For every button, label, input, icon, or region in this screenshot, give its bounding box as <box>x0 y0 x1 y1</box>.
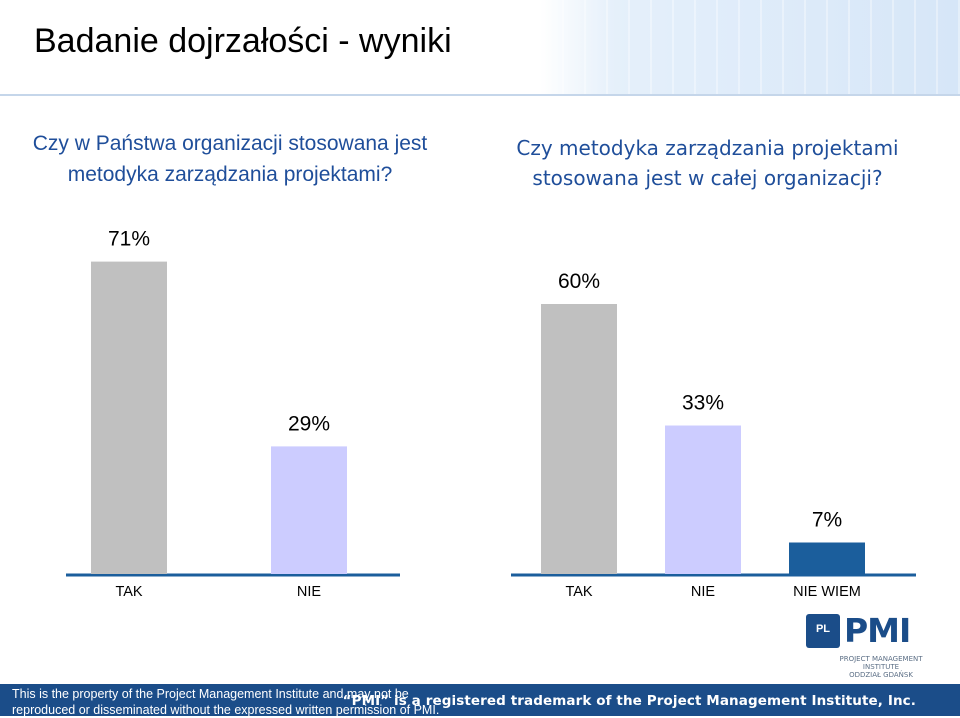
chart2-category-label: TAK <box>565 584 592 600</box>
chart2-category-label: NIE WIEM <box>793 584 861 600</box>
chart1-bar-nie <box>271 446 347 574</box>
chart2-value-label: 7% <box>812 509 842 532</box>
copyright-notice: This is the property of the Project Mana… <box>12 687 440 717</box>
chart2-value-label: 60% <box>558 270 600 293</box>
chart1-category-label: TAK <box>115 584 142 600</box>
footer-bar: This is the property of the Project Mana… <box>0 684 960 717</box>
chart1-bar-tak <box>91 261 167 574</box>
chart1-value-label: 71% <box>108 228 150 251</box>
chart2-bar-tak <box>541 304 617 574</box>
trademark-notice: “PMI” is a registered trademark of the P… <box>342 693 916 709</box>
chart2-value-label: 33% <box>682 392 724 415</box>
pmi-logo: PL PMI PROJECT MANAGEMENT INSTITUTE ODDZ… <box>806 611 938 679</box>
header-decor-image <box>540 0 960 96</box>
chart2-question: Czy metodyka zarządzania projektami stos… <box>516 136 899 190</box>
page-title: Badanie dojrzałości - wyniki <box>34 22 452 60</box>
pmi-wordmark: PMI <box>844 611 911 650</box>
chart1-category-label: NIE <box>297 584 322 600</box>
chart2-category-label: NIE <box>691 584 716 600</box>
chart2-bar-nie-wiem <box>789 542 865 574</box>
chart1-value-label: 29% <box>288 412 330 435</box>
chart2-bar-nie <box>665 425 741 574</box>
header-divider <box>0 94 960 96</box>
pl-badge-icon: PL <box>806 614 840 648</box>
logo-subtitle: PROJECT MANAGEMENT INSTITUTE ODDZIAŁ GDA… <box>839 655 923 679</box>
chart1-question: Czy w Państwa organizacji stosowana jest… <box>32 132 428 186</box>
